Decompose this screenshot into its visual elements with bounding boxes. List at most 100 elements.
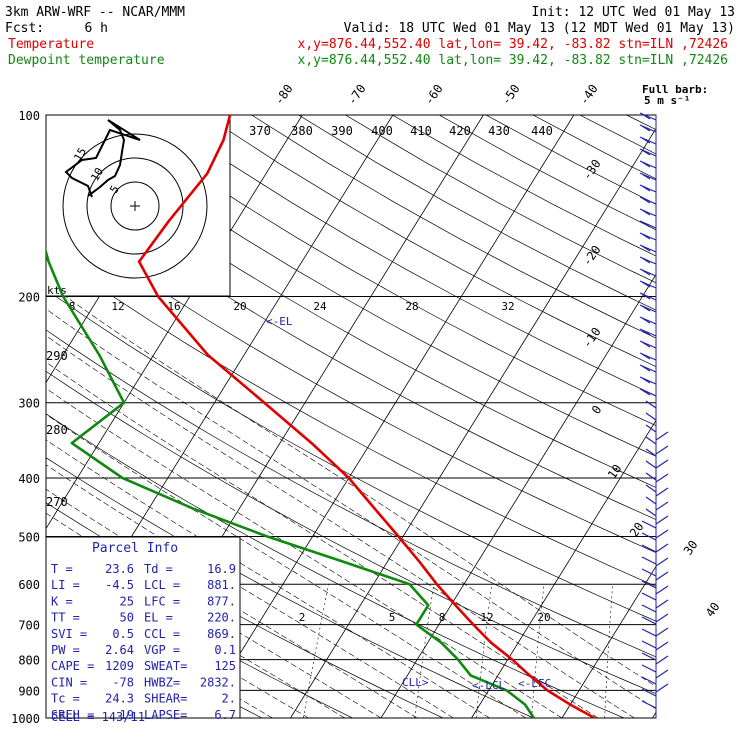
dry-adiabat bbox=[46, 370, 656, 695]
dry-adiabat bbox=[46, 288, 656, 622]
parcel-param-label: CCL = bbox=[144, 627, 180, 641]
theta-label: 400 bbox=[371, 124, 393, 138]
wind-barb bbox=[655, 655, 669, 665]
dry-adiabat bbox=[251, 115, 656, 339]
hodograph-ring-label: 10 bbox=[88, 166, 106, 184]
dry-adiabat bbox=[345, 115, 656, 284]
pressure-tick-label: 400 bbox=[18, 472, 40, 486]
parcel-param-value: 0.5 bbox=[112, 627, 134, 641]
level-annotations: <-EL CLL> <-LCL <-LFC bbox=[266, 315, 551, 692]
wind-barb bbox=[641, 305, 651, 312]
speed-label: 28 bbox=[405, 300, 418, 313]
wind-barb bbox=[641, 197, 651, 204]
parcel-param-label: SHEAR= bbox=[144, 692, 187, 706]
pressure-tick-label: 500 bbox=[18, 530, 40, 544]
speed-scale: 8 12 16 20 24 28 32 bbox=[69, 300, 515, 313]
dry-adiabat bbox=[63, 115, 656, 457]
wind-barb bbox=[655, 613, 669, 623]
parcel-param-value: 1209 bbox=[105, 659, 134, 673]
temperature-location: x,y=876.44,552.40 lat,lon= 39.42, -83.82… bbox=[298, 37, 728, 52]
wind-barb bbox=[641, 209, 651, 216]
isotherm-label: 10 bbox=[605, 462, 625, 482]
parcel-param-label: TT = bbox=[51, 611, 80, 625]
isotherm-label: 0 bbox=[589, 403, 605, 417]
dry-adiabat bbox=[157, 115, 656, 397]
wind-barb bbox=[645, 424, 657, 433]
forecast-hour: 6 h bbox=[85, 21, 108, 36]
wind-barb bbox=[641, 556, 657, 565]
wind-barb bbox=[641, 688, 657, 697]
isotherm-label: -50 bbox=[499, 82, 523, 108]
wind-barb bbox=[641, 628, 657, 637]
dry-adiabat bbox=[626, 115, 656, 131]
parcel-param-value: 2832. bbox=[200, 675, 236, 689]
wind-barb bbox=[641, 389, 651, 396]
hodograph-ring-10 bbox=[86, 157, 184, 255]
wind-barb bbox=[655, 599, 669, 609]
forecast-label: Fcst: bbox=[5, 21, 44, 36]
wind-barb-legend: Full barb: bbox=[642, 83, 708, 96]
parcel-param-value: 877. bbox=[207, 594, 236, 608]
speed-label: 20 bbox=[233, 300, 246, 313]
wind-barb bbox=[641, 257, 651, 264]
dry-adiabat bbox=[204, 115, 656, 368]
parcel-param-label: EL = bbox=[144, 611, 173, 625]
wind-barb bbox=[645, 496, 657, 505]
wind-barb bbox=[641, 568, 657, 577]
mixing-ratio-label: 2 bbox=[299, 611, 306, 624]
wind-barb bbox=[655, 473, 669, 483]
wind-barb bbox=[641, 616, 657, 625]
isotherm bbox=[199, 115, 575, 718]
temperature-legend: Temperature bbox=[8, 37, 94, 52]
wind-barb bbox=[641, 245, 651, 252]
wind-barb bbox=[655, 445, 669, 455]
dry-adiabat bbox=[392, 115, 656, 257]
wind-barb bbox=[655, 627, 669, 637]
parcel-param-label: SREH = bbox=[51, 708, 94, 722]
mixing-ratio-label: 8 bbox=[439, 611, 446, 624]
moist-adiabat bbox=[46, 512, 382, 718]
wind-barb bbox=[645, 448, 657, 457]
isotherm-label: -10 bbox=[580, 325, 604, 351]
wind-barb bbox=[641, 664, 657, 673]
pressure-tick-label: 300 bbox=[18, 397, 40, 411]
wind-barb bbox=[641, 520, 657, 529]
hodograph: 5 10 15 kts bbox=[45, 114, 231, 297]
isotherm bbox=[471, 419, 656, 718]
wind-barb bbox=[641, 676, 657, 685]
parcel-param-value: 25 bbox=[120, 594, 134, 608]
parcel-param-label: K = bbox=[51, 594, 73, 608]
parcel-param-label: PW = bbox=[51, 643, 80, 657]
wind-barb bbox=[641, 269, 651, 276]
parcel-param-label: SVI = bbox=[51, 627, 87, 641]
wind-barb bbox=[641, 700, 657, 709]
parcel-param-value: 881. bbox=[207, 578, 236, 592]
wind-barb bbox=[641, 125, 651, 132]
wind-barb bbox=[641, 532, 657, 541]
dry-adiabat bbox=[46, 249, 656, 587]
wind-barb bbox=[655, 641, 669, 651]
pressure-tick-label: 200 bbox=[18, 291, 40, 305]
wind-barb bbox=[655, 501, 669, 511]
parcel-param-label: Td = bbox=[144, 562, 173, 576]
isotherm bbox=[290, 127, 656, 718]
parcel-info-frame bbox=[45, 536, 241, 719]
speed-label: 32 bbox=[501, 300, 514, 313]
parcel-param-label: LCL = bbox=[144, 578, 180, 592]
parcel-param-value: 24.3 bbox=[105, 692, 134, 706]
parcel-info-title: Parcel Info bbox=[92, 541, 178, 556]
valid-time: Valid: 18 UTC Wed 01 May 13 (12 MDT Wed … bbox=[344, 21, 735, 36]
isotherm bbox=[380, 273, 656, 718]
wind-barb bbox=[641, 185, 651, 192]
parcel-param-label: T = bbox=[51, 562, 73, 576]
hodograph-ring-5 bbox=[110, 181, 160, 231]
wind-barb bbox=[641, 544, 657, 553]
parcel-param-label: Tc = bbox=[51, 692, 80, 706]
wind-barb bbox=[641, 580, 657, 589]
isotherm bbox=[652, 711, 656, 718]
speed-label: 12 bbox=[111, 300, 124, 313]
wind-barb bbox=[645, 400, 657, 409]
wind-barb bbox=[641, 317, 651, 324]
wind-barb bbox=[641, 137, 651, 144]
